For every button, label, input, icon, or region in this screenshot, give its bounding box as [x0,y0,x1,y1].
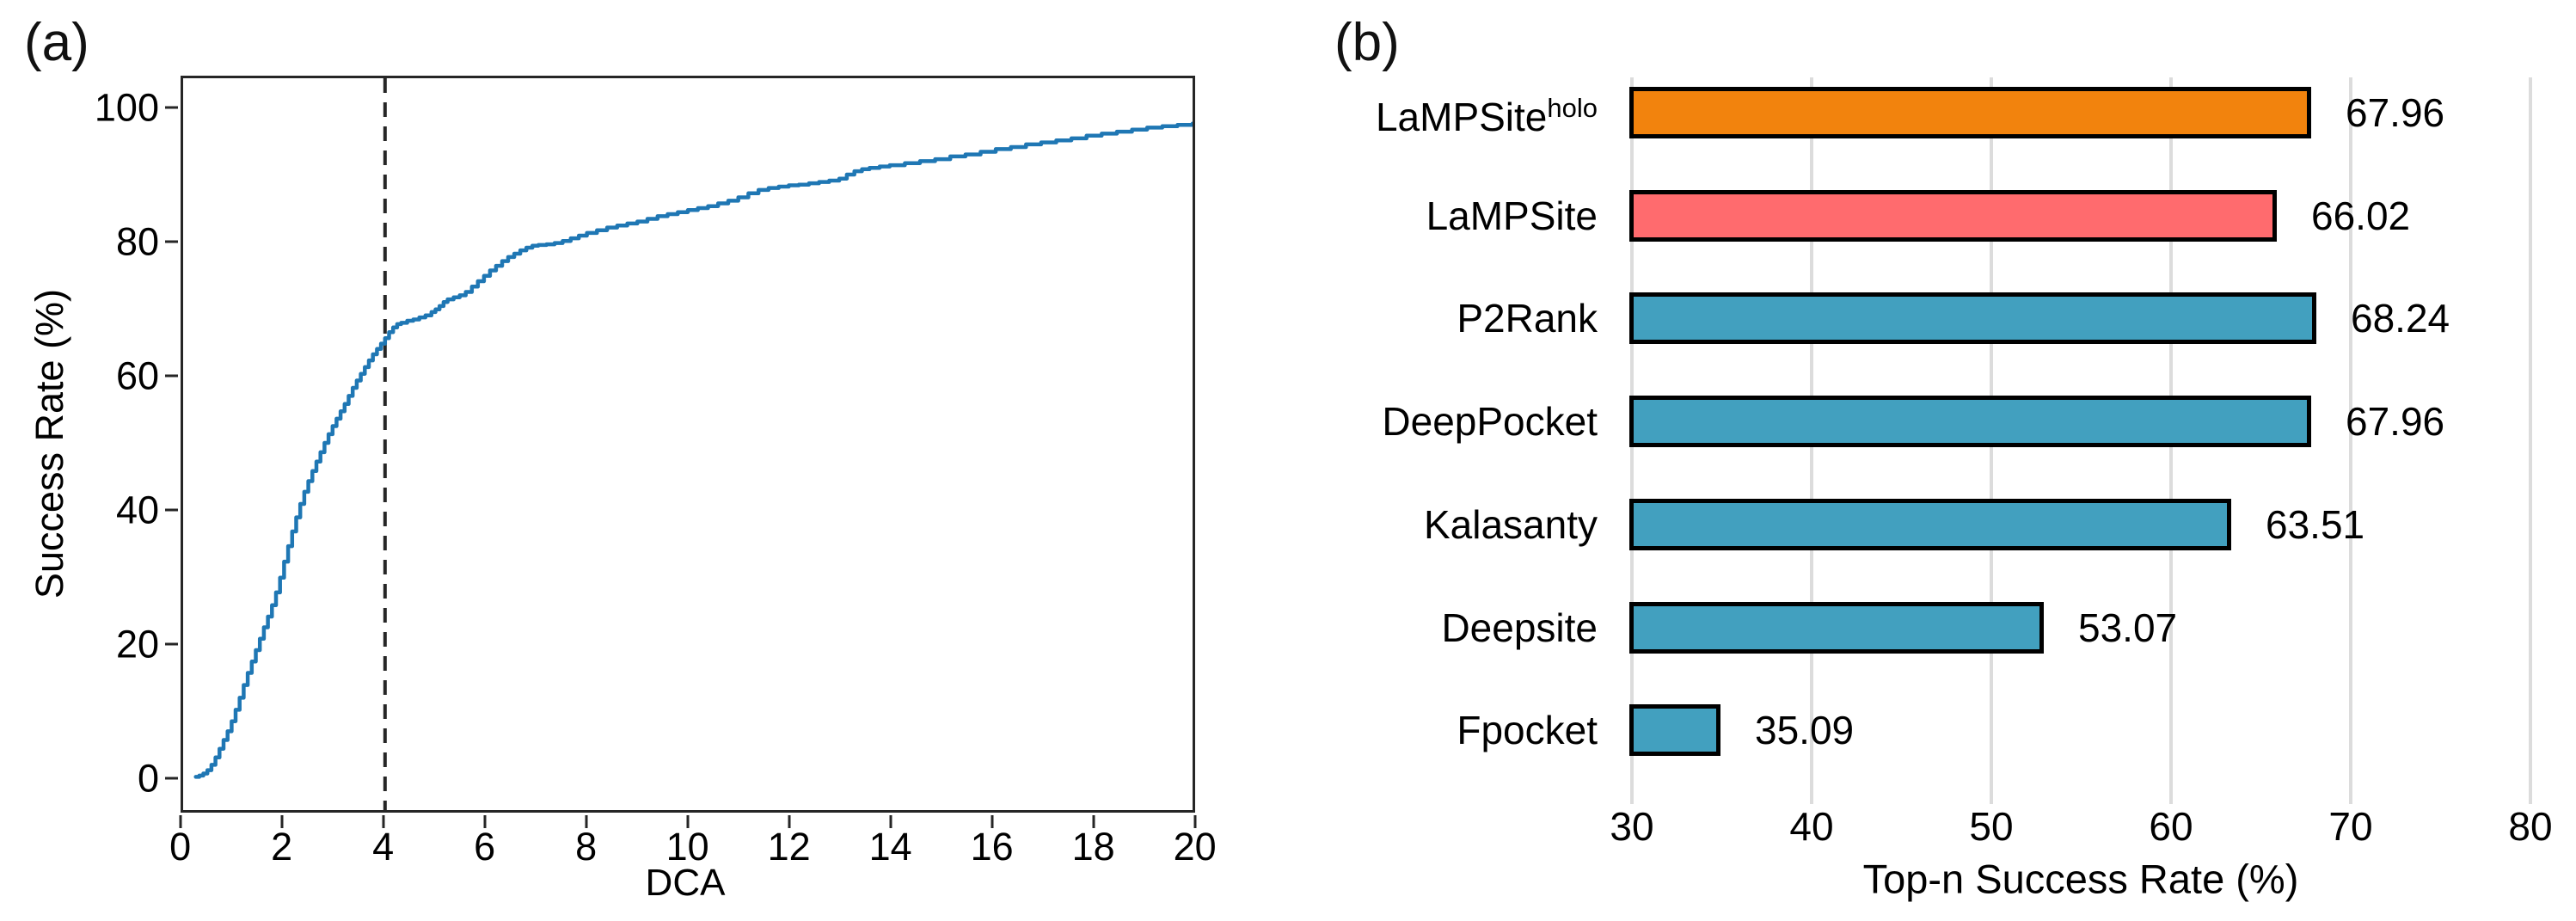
x-tick-label: 60 [2149,804,2193,849]
bar-deeppocket [1629,396,2311,447]
value-label: 35.09 [1755,708,1855,752]
x-tick-label: 8 [575,825,598,869]
success-rate-curve-line [193,121,1193,779]
x-tick-mark [179,815,182,828]
x-tick-label: 0 [169,825,192,869]
panel-b-x-axis-title: Top-n Success Rate (%) [1862,856,2299,902]
x-tick-mark [889,815,892,828]
value-label: 67.96 [2346,90,2445,135]
category-label: LaMPSite [1426,193,1598,238]
x-tick-label: 80 [2508,804,2553,849]
x-tick-label: 14 [868,825,912,869]
y-tick-mark [165,508,178,512]
category-label: Deepsite [1441,605,1598,650]
x-tick-label: 16 [970,825,1014,869]
y-tick-label: 40 [115,488,159,532]
y-tick-label: 80 [115,219,159,264]
x-tick-mark [382,815,385,828]
x-tick-label: 4 [372,825,395,869]
x-tick-label: 20 [1173,825,1217,869]
x-tick-mark [585,815,588,828]
bar-lampsite [1629,87,2311,138]
x-tick-label: 40 [1789,804,1834,849]
x-tick-mark [280,815,284,828]
x-tick-mark [991,815,994,828]
bar-kalasanty [1629,499,2231,550]
x-tick-mark [483,815,487,828]
value-label: 68.24 [2351,296,2450,341]
panel-a-x-axis-title: DCA [645,862,726,904]
category-label: Fpocket [1457,708,1598,752]
x-tick-label: 30 [1610,804,1654,849]
x-tick-mark [788,815,791,828]
x-tick-label: 12 [767,825,811,869]
dca-curve-svg [193,78,1193,810]
y-tick-mark [165,240,178,243]
category-label: DeepPocket [1382,399,1598,444]
panel-b-tag: (b) [1334,13,1400,72]
bar-fpocket [1629,704,1720,756]
y-tick-label: 100 [94,85,159,130]
x-tick-label: 70 [2328,804,2373,849]
x-tick-label: 2 [271,825,293,869]
bar-lampsite [1629,190,2277,242]
value-label: 67.96 [2346,399,2445,444]
dca-curve-plot-area [181,76,1195,813]
x-tick-mark [686,815,690,828]
y-tick-mark [165,374,178,378]
value-label: 66.02 [2311,193,2411,238]
category-label: Kalasanty [1423,502,1598,547]
panel-a-y-axis-title: Success Rate (%) [28,288,71,599]
x-tick-label: 6 [474,825,496,869]
y-tick-label: 60 [115,353,159,398]
x-tick-label: 18 [1071,825,1115,869]
gridline [2349,77,2352,804]
category-label: P2Rank [1457,296,1598,341]
y-tick-mark [165,106,178,109]
gridline [2529,77,2532,804]
x-tick-mark [1193,815,1197,828]
bar-p2rank [1629,292,2316,344]
x-tick-label: 50 [1969,804,2014,849]
bar-deepsite [1629,602,2044,654]
x-tick-label: 10 [665,825,709,869]
category-label: LaMPSiteholo [1375,92,1598,140]
value-label: 63.51 [2266,502,2365,547]
y-tick-mark [165,642,178,646]
y-tick-label: 0 [137,756,159,801]
y-tick-mark [165,777,178,780]
panel-a-tag: (a) [24,13,89,72]
value-label: 53.07 [2078,605,2178,650]
x-tick-mark [1092,815,1095,828]
y-tick-label: 20 [115,622,159,666]
